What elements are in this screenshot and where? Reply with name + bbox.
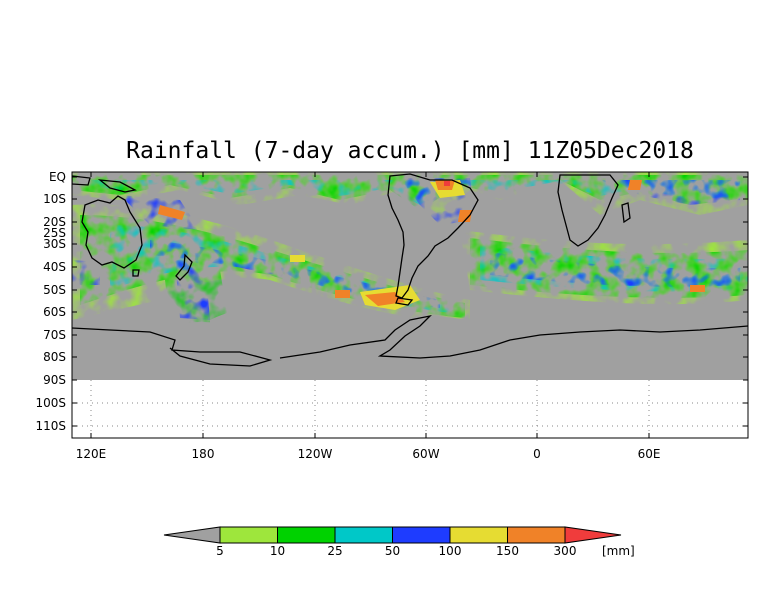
lat-tick-label: 20S (43, 215, 66, 229)
lat-tick-label: 50S (43, 283, 66, 297)
new-zealand-coastline (175, 253, 193, 281)
legend-swatch (277, 526, 336, 544)
legend-threshold-label: 5 (216, 544, 224, 558)
lon-tick-label: 60W (412, 447, 439, 461)
lon-tick-label: 60E (638, 447, 661, 461)
tierra-del-fuego-coastline (395, 297, 414, 306)
map-title: Rainfall (7-day accum.) [mm] 11Z05Dec201… (126, 138, 694, 164)
antarctica-coastline (72, 314, 748, 367)
new-guinea-coastline (97, 179, 137, 193)
lon-tick-label: 120W (298, 447, 333, 461)
legend-threshold-label: 50 (385, 544, 400, 558)
lat-tick-label: 90S (43, 373, 66, 387)
legend-swatch (564, 526, 622, 544)
legend-threshold-label: 10 (270, 544, 285, 558)
africa-coastline (557, 174, 619, 247)
lat-tick-label: 30S (43, 237, 66, 251)
madagascar-coastline (621, 202, 631, 224)
lon-tick-label: 0 (533, 447, 541, 461)
legend-swatch (392, 526, 451, 544)
lat-tick-label: 110S (35, 419, 66, 433)
lat-tick-label: EQ (49, 170, 66, 184)
color-legend: 5 10 25 50 100 150 300 [mm] (163, 526, 635, 558)
coastlines (72, 173, 748, 367)
antarctica-dry-region (72, 315, 748, 380)
legend-threshold-label: 100 (439, 544, 462, 558)
legend-threshold-label: 300 (554, 544, 577, 558)
lat-tick-label: 10S (43, 192, 66, 206)
lat-tick-label: 40S (43, 260, 66, 274)
southern-ocean-dry-region (210, 306, 330, 326)
lat-tick-label: 100S (35, 396, 66, 410)
south-america-coastline (387, 173, 479, 299)
longitude-axis: 120E 180 120W 60W 0 60E (76, 172, 661, 461)
legend-threshold-label: 25 (327, 544, 342, 558)
latitude-axis: EQ 10S 20S 30S 40S 50S 60S 70S 80S 90S 100S 110S 25S (35, 170, 748, 433)
legend-swatch (449, 526, 508, 544)
legend-threshold-label: 150 (496, 544, 519, 558)
legend-swatch (219, 526, 278, 544)
legend-swatch (163, 526, 221, 544)
legend-swatch (507, 526, 566, 544)
indonesia-coastline (72, 175, 91, 186)
lon-tick-label: 120E (76, 447, 107, 461)
lon-tick-label: 180 (192, 447, 215, 461)
legend-swatch (334, 526, 393, 544)
lat-tick-label: 70S (43, 328, 66, 342)
lat-tick-label: 80S (43, 350, 66, 364)
legend-unit-label: [mm] (602, 544, 635, 558)
lat-tick-label: 25S (43, 226, 66, 240)
rain-band-100mm-plus (158, 180, 705, 310)
lat-tick-label: 60S (43, 305, 66, 319)
rainfall-field (72, 172, 748, 380)
tasmania-coastline (132, 269, 140, 277)
australia-coastline (81, 195, 143, 269)
